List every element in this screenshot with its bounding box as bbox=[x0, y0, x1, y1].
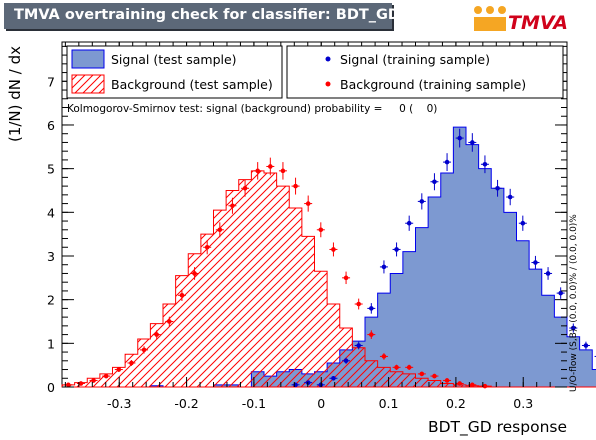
background-train-point bbox=[255, 168, 260, 174]
x-axis-label: BDT_GD response bbox=[428, 418, 567, 437]
background-train-point bbox=[457, 381, 462, 386]
axis-layer: -0.3 -0.2 -0.1 0 0.1 0.2 0.3 0 1 2 3 4 5 6 7 bbox=[47, 42, 567, 411]
y-axis-label: (1/N) dN / dx bbox=[6, 46, 24, 142]
signal-train-point bbox=[419, 199, 425, 204]
legend-label-background-test: Background (test sample) bbox=[111, 77, 273, 92]
y-tick-label: 6 bbox=[47, 118, 55, 133]
x-tick-label: -0.3 bbox=[107, 396, 131, 411]
background-train-point bbox=[369, 332, 374, 337]
signal-train-point bbox=[533, 260, 538, 265]
signal-train-point bbox=[545, 271, 551, 276]
tmva-logo: TMVA bbox=[474, 6, 568, 34]
signal-train-point bbox=[343, 358, 349, 364]
background-train-point bbox=[293, 183, 298, 189]
page-title: TMVA overtraining check for classifier: … bbox=[14, 7, 400, 23]
signal-train-point bbox=[444, 159, 450, 165]
background-train-point bbox=[444, 378, 450, 383]
x-tick-label: 0.3 bbox=[513, 396, 533, 411]
y-tick-label: 2 bbox=[47, 293, 55, 308]
background-train-point bbox=[394, 365, 399, 370]
signal-train-point bbox=[406, 220, 412, 226]
background-train-point bbox=[103, 373, 109, 379]
background-train-point bbox=[343, 275, 349, 281]
y-tick-label: 3 bbox=[47, 249, 55, 264]
signal-train-point bbox=[507, 194, 513, 200]
background-train-point bbox=[129, 360, 134, 366]
background-train-point bbox=[318, 227, 324, 233]
background-train-point bbox=[167, 319, 172, 324]
background-train-point bbox=[141, 347, 147, 353]
signal-train-point bbox=[495, 185, 500, 191]
background-train-point bbox=[66, 382, 71, 388]
signal-train-point bbox=[381, 264, 387, 270]
background-train-point bbox=[116, 367, 122, 372]
background-train-point bbox=[356, 301, 361, 307]
x-tick-label: 0.2 bbox=[446, 396, 466, 411]
background-train-point bbox=[91, 378, 96, 383]
y-tick-label: 7 bbox=[47, 74, 55, 89]
legend-marker-signal-train bbox=[325, 56, 331, 62]
signal-train-point bbox=[583, 343, 589, 348]
background-train-point bbox=[280, 168, 286, 174]
signal-train-point bbox=[369, 306, 374, 311]
y-tick-label: 5 bbox=[47, 162, 55, 177]
x-tick-label: 0 bbox=[317, 396, 325, 411]
x-tick-label: 0.1 bbox=[379, 396, 399, 411]
legend-marker-background-train bbox=[325, 81, 331, 87]
ks-test-text: Kolmogorov-Smirnov test: signal (backgro… bbox=[67, 103, 437, 115]
signal-train-point bbox=[394, 247, 399, 252]
background-train-point bbox=[305, 201, 311, 206]
background-train-point bbox=[470, 382, 475, 388]
y-tick-label: 0 bbox=[47, 380, 55, 395]
background-train-point bbox=[154, 332, 159, 337]
logo-dot-icon bbox=[474, 6, 482, 14]
legend-label-signal-train: Signal (training sample) bbox=[340, 52, 490, 67]
signal-train-point bbox=[482, 161, 488, 167]
signal-train-point bbox=[470, 140, 475, 145]
background-train-point bbox=[230, 203, 235, 209]
signal-train-point bbox=[432, 179, 437, 185]
overflow-text: U/O-flow (S,B): (0.0, 0.0)% / (0.0, 0.0)… bbox=[569, 214, 579, 392]
legend: Signal (test sample) Background (test sa… bbox=[66, 45, 564, 99]
logo-bar-icon bbox=[474, 17, 506, 31]
legend-box-right bbox=[286, 45, 564, 99]
background-train-point bbox=[192, 271, 197, 276]
signal-train-point bbox=[356, 343, 361, 348]
logo-dot-icon bbox=[486, 6, 494, 14]
x-tick-label: -0.1 bbox=[242, 396, 266, 411]
background-train-point bbox=[406, 365, 412, 370]
signal-train-point bbox=[331, 375, 336, 381]
background-train-point bbox=[331, 247, 336, 252]
background-train-point bbox=[381, 354, 387, 359]
logo-text: TMVA bbox=[508, 12, 568, 34]
legend-swatch-signal-test bbox=[71, 49, 105, 69]
x-tick-label: -0.2 bbox=[174, 396, 198, 411]
y-tick-label: 1 bbox=[47, 336, 55, 351]
title-bar: TMVA overtraining check for classifier: … bbox=[4, 3, 400, 29]
background-train-point bbox=[268, 164, 273, 169]
background-train-point bbox=[179, 292, 185, 298]
signal-train-point bbox=[457, 135, 462, 141]
background-train-point bbox=[217, 227, 223, 233]
background-train-point bbox=[78, 381, 84, 386]
signal-train-point bbox=[558, 290, 563, 296]
legend-label-signal-test: Signal (test sample) bbox=[111, 52, 237, 67]
legend-swatch-background-test bbox=[71, 74, 105, 94]
logo-dot-icon bbox=[498, 6, 506, 14]
y-tick-label: 4 bbox=[47, 205, 55, 220]
background-test-hist-area bbox=[61, 170, 596, 388]
background-train-point bbox=[242, 185, 248, 191]
background-train-point bbox=[482, 383, 488, 389]
background-train-point bbox=[204, 244, 210, 250]
signal-train-point bbox=[520, 220, 526, 226]
background-train-point bbox=[432, 373, 437, 379]
signal-train-point bbox=[571, 325, 576, 331]
legend-label-background-train: Background (training sample) bbox=[340, 77, 526, 92]
background-train-point bbox=[419, 371, 425, 377]
